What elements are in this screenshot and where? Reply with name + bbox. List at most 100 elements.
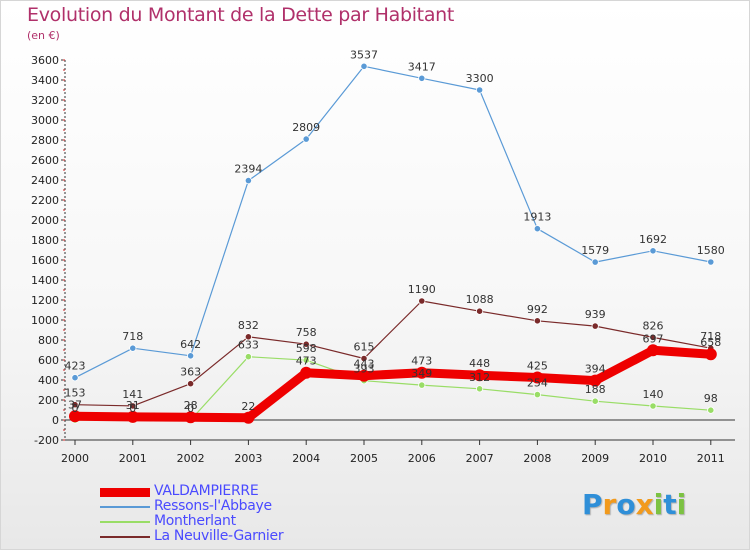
data-label: 473 xyxy=(411,355,432,368)
y-tick-label: 2200 xyxy=(31,194,59,207)
chart-axes: -200020040060080010001200140016001800200… xyxy=(31,54,735,465)
data-label: 3537 xyxy=(350,48,378,61)
series-point-4 xyxy=(129,402,137,410)
x-tick-label: 2006 xyxy=(408,452,436,465)
series-point-1 xyxy=(358,369,370,382)
y-tick-label: -200 xyxy=(34,434,59,447)
series-line-4 xyxy=(74,300,712,407)
series-point-1 xyxy=(704,348,717,361)
x-tick-label: 2007 xyxy=(466,452,494,465)
y-tick-label: 200 xyxy=(38,394,59,407)
data-label: 1580 xyxy=(697,244,725,257)
series-point-2 xyxy=(707,258,715,266)
series-point-4 xyxy=(649,333,657,341)
y-tick-label: 600 xyxy=(38,354,59,367)
series-point-1 xyxy=(473,369,486,382)
series-point-4 xyxy=(418,297,426,305)
data-label: 3300 xyxy=(466,72,494,85)
series-point-4 xyxy=(71,401,79,409)
logo-letter: t xyxy=(663,488,677,521)
chart-title: Evolution du Montant de la Dette par Hab… xyxy=(27,4,455,26)
series-point-1 xyxy=(415,366,428,379)
series-point-1 xyxy=(647,344,659,357)
data-label: 254 xyxy=(527,377,548,390)
data-label: 394 xyxy=(585,363,606,376)
data-label: 312 xyxy=(469,371,490,384)
legend-item: Ressons-l'Abbaye xyxy=(100,498,360,514)
x-tick-label: 2008 xyxy=(523,452,551,465)
y-tick-label: 1400 xyxy=(31,274,59,287)
legend-swatch xyxy=(100,487,150,497)
y-tick-label: 3400 xyxy=(31,74,59,87)
series-point-2 xyxy=(71,374,79,382)
data-label: 443 xyxy=(354,358,375,371)
data-label: 393 xyxy=(354,363,375,376)
y-tick-label: 3000 xyxy=(31,114,59,127)
data-label: 826 xyxy=(643,319,664,332)
series-point-3 xyxy=(475,385,484,393)
data-label: 31 xyxy=(126,399,140,412)
data-label: 2394 xyxy=(234,163,262,176)
data-label: 98 xyxy=(704,392,718,405)
logo-letter: P xyxy=(582,488,603,521)
y-tick-label: 1200 xyxy=(31,294,59,307)
data-label: 832 xyxy=(238,319,259,332)
legend-swatch xyxy=(100,506,150,508)
legend-item: La Neuville-Garnier xyxy=(100,528,360,544)
data-label: 28 xyxy=(184,399,198,412)
y-tick-label: 1000 xyxy=(31,314,59,327)
logo-letter: i xyxy=(676,488,687,521)
series-point-3 xyxy=(302,356,310,364)
x-tick-label: 2001 xyxy=(119,452,147,465)
data-label: 37 xyxy=(68,398,82,411)
data-label: 0 xyxy=(129,402,136,415)
series-point-3 xyxy=(707,406,715,414)
x-tick-label: 2002 xyxy=(177,452,205,465)
data-label: 1088 xyxy=(466,293,494,306)
data-label: 448 xyxy=(469,357,490,370)
y-tick-label: 0 xyxy=(52,414,59,427)
series-point-2 xyxy=(129,344,137,352)
data-label: 633 xyxy=(238,339,259,352)
series-point-2 xyxy=(244,177,252,185)
legend-item: Montherlant xyxy=(100,513,360,529)
data-label: 0 xyxy=(72,402,79,415)
series-point-1 xyxy=(242,411,255,424)
logo-letter: r xyxy=(602,488,617,521)
series-point-4 xyxy=(302,340,310,348)
series-point-4 xyxy=(591,322,599,330)
series-point-1 xyxy=(69,410,81,423)
series-point-3 xyxy=(591,397,599,405)
x-tick-label: 2011 xyxy=(697,452,725,465)
data-label: 1913 xyxy=(523,211,551,224)
series-point-2 xyxy=(360,62,368,70)
series-line-2 xyxy=(74,65,712,379)
legend-item: VALDAMPIERRE xyxy=(100,483,360,499)
series-point-1 xyxy=(300,366,313,379)
x-tick-label: 2000 xyxy=(61,452,89,465)
data-label: 642 xyxy=(180,338,201,351)
data-label: 140 xyxy=(643,388,664,401)
x-tick-label: 2003 xyxy=(234,452,262,465)
legend-label: Ressons-l'Abbaye xyxy=(154,498,272,514)
legend-swatch xyxy=(100,536,150,538)
data-label: 22 xyxy=(241,400,255,413)
chart-series-lines xyxy=(69,62,717,424)
data-label: 718 xyxy=(122,330,143,343)
series-point-1 xyxy=(589,374,602,387)
data-label: 473 xyxy=(296,355,317,368)
y-tick-label: 1800 xyxy=(31,234,59,247)
y-tick-label: 1600 xyxy=(31,254,59,267)
data-label: 718 xyxy=(700,330,721,343)
data-label: 1579 xyxy=(581,244,609,257)
y-tick-label: 3600 xyxy=(31,54,59,67)
y-tick-label: 2400 xyxy=(31,174,59,187)
series-point-2 xyxy=(533,225,542,233)
data-label: 153 xyxy=(65,387,86,400)
series-point-4 xyxy=(533,317,542,325)
y-tick-label: 2800 xyxy=(31,134,59,147)
series-point-2 xyxy=(418,74,426,82)
x-tick-label: 2010 xyxy=(639,452,667,465)
